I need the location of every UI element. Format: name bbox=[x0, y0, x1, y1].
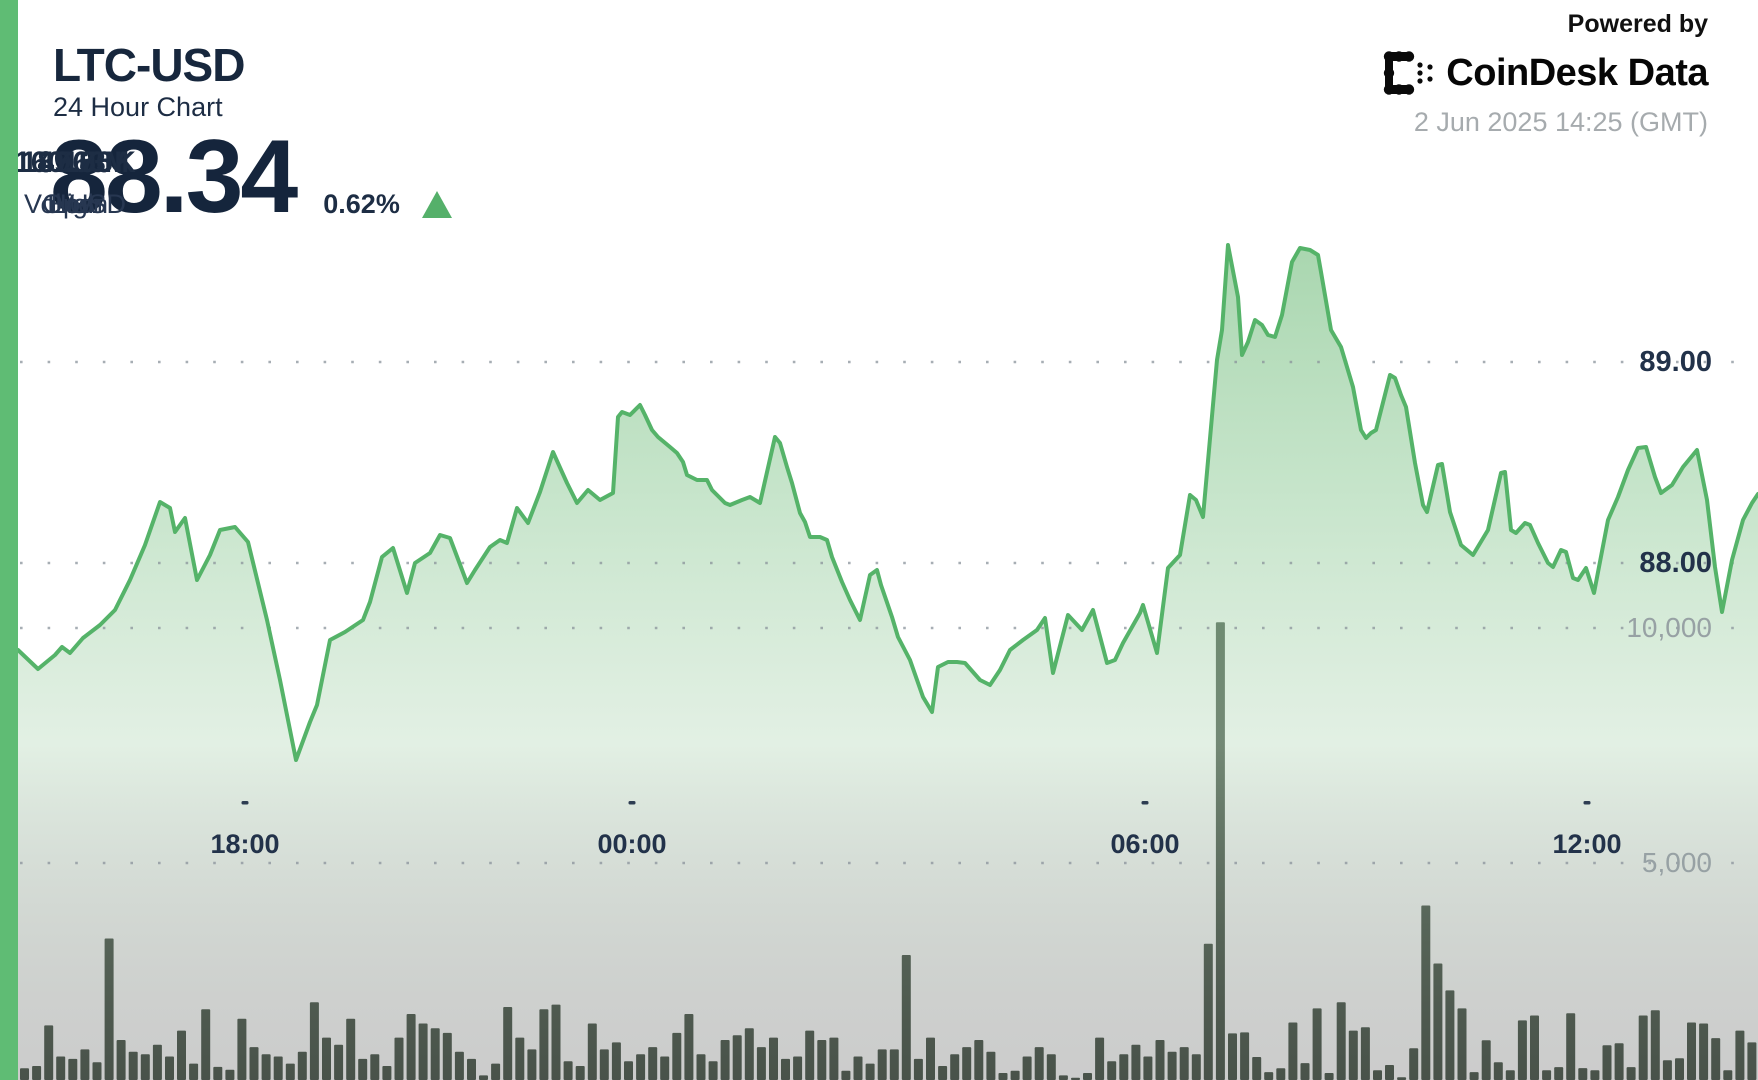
price-axis-label-88: 88.00 bbox=[1639, 547, 1712, 579]
price-line bbox=[16, 243, 1758, 762]
stat-volume-usd-label: Vol USD bbox=[23, 189, 127, 219]
coindesk-logo-icon bbox=[1384, 51, 1433, 95]
volume-axis-label-5000: 5,000 bbox=[1641, 847, 1712, 878]
time-axis-label-0600: 06:00 bbox=[1110, 829, 1180, 859]
quote-timestamp: 2 Jun 2025 14:25 (GMT) bbox=[1413, 107, 1708, 137]
stat-open: 87.80 Open bbox=[0, 146, 150, 220]
stat-low-value: 87.05 bbox=[37, 146, 113, 179]
stat-volume-label: Vol bbox=[56, 189, 94, 219]
stat-high: 89.55 High bbox=[0, 146, 150, 220]
provider-name: CoinDesk Data bbox=[1446, 51, 1708, 94]
x-axis-tick-marks bbox=[241, 801, 1591, 805]
price-row: 88.34 0.62% bbox=[50, 119, 452, 235]
stat-open-label: Open bbox=[41, 189, 109, 219]
time-axis-label-0000: 00:00 bbox=[597, 829, 667, 859]
provider-logo[interactable]: CoinDesk Data bbox=[1382, 49, 1708, 97]
price-axis-label-89: 89.00 bbox=[1639, 346, 1712, 378]
stat-volume-usd: 14.17 M Vol USD bbox=[0, 146, 150, 220]
stat-volume-value: 160.63 K bbox=[14, 146, 136, 179]
change-indicator: 0.62% bbox=[323, 189, 452, 220]
stat-low-label: Low bbox=[50, 189, 100, 219]
price-area-fill bbox=[18, 245, 1758, 1080]
time-axis-label-1200: 12:00 bbox=[1552, 829, 1622, 859]
triangle-up-icon bbox=[421, 190, 452, 218]
stat-volume-usd-value: 14.17 M bbox=[20, 146, 130, 179]
stat-volume: 160.63 K Vol bbox=[0, 146, 150, 220]
left-accent-stripe bbox=[0, 0, 18, 1080]
branding-block: Powered by CoinDesk Data 2 Jun 2025 14:2… bbox=[1382, 10, 1708, 138]
powered-by-label: Powered by bbox=[1567, 10, 1708, 38]
volume-axis-label-10000: 10,000 bbox=[1626, 612, 1712, 643]
stat-high-value: 89.55 bbox=[37, 146, 113, 179]
chart-period-subtitle: 24 Hour Chart bbox=[53, 92, 223, 122]
stat-open-value: 87.80 bbox=[37, 146, 113, 179]
time-axis-label-1800: 18:00 bbox=[210, 829, 280, 859]
change-percent: 0.62% bbox=[323, 188, 400, 219]
last-price: 88.34 bbox=[50, 119, 298, 235]
instrument-symbol: LTC-USD bbox=[53, 39, 245, 91]
stat-low: 87.05 Low bbox=[0, 146, 150, 220]
stat-high-label: High bbox=[47, 189, 103, 219]
